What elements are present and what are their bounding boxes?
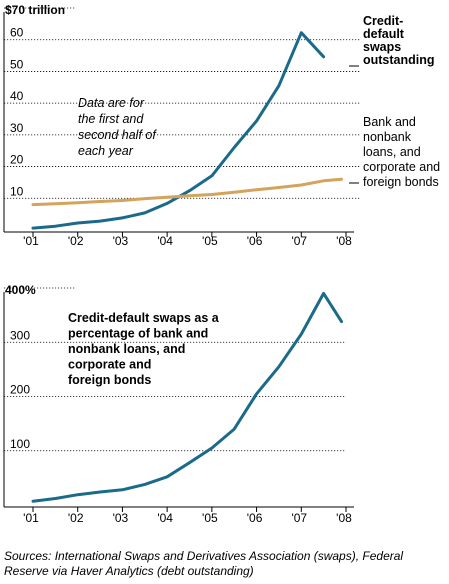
x-tick-label: '08 xyxy=(336,234,352,248)
debt-series-label: Bank and xyxy=(363,115,416,129)
x-tick-label: '07 xyxy=(291,234,307,248)
x-tick-label: '02 xyxy=(68,234,84,248)
debt-series-label: foreign bonds xyxy=(363,175,439,189)
x-tick-label: '04 xyxy=(157,234,173,248)
x-tick-label: '05 xyxy=(202,511,218,525)
cds-percentage-line xyxy=(31,291,343,503)
y-tick-label: 40 xyxy=(10,89,24,103)
chart-note: nonbank loans, and xyxy=(68,342,185,356)
chart-note: foreign bonds xyxy=(68,373,151,387)
debt-series-label: corporate and xyxy=(363,160,440,174)
cds-series-label: default xyxy=(363,27,405,41)
y-tick-label: 60 xyxy=(10,26,24,40)
y-tick-label: 100 xyxy=(10,437,30,451)
x-tick-label: '05 xyxy=(202,234,218,248)
y-tick-label: 20 xyxy=(10,153,24,167)
chart-note: corporate and xyxy=(68,358,151,372)
x-tick-label: '02 xyxy=(68,511,84,525)
debt-series-label: nonbank xyxy=(363,130,412,144)
chart-note: Data are for xyxy=(78,96,145,110)
cds-series-label: outstanding xyxy=(363,53,435,67)
x-tick-label: '04 xyxy=(157,511,173,525)
chart-note: second half of xyxy=(78,128,157,142)
chart-note: the first and xyxy=(78,112,144,126)
y-tick-label: 10 xyxy=(10,184,24,198)
x-tick-label: '03 xyxy=(113,234,129,248)
debt-line xyxy=(31,177,343,207)
chart-note: each year xyxy=(78,144,134,158)
x-tick-label: '06 xyxy=(247,511,263,525)
y-tick-label: 200 xyxy=(10,383,30,397)
cds-series-label: swaps xyxy=(363,40,401,54)
x-tick-label: '01 xyxy=(23,511,39,525)
debt-series-label: loans, and xyxy=(363,145,421,159)
chart-note: Credit-default swaps as a xyxy=(68,311,220,325)
y-unit-label: $70 trillion xyxy=(5,3,65,17)
x-tick-label: '06 xyxy=(247,234,263,248)
y-tick-label: 30 xyxy=(10,121,24,135)
source-note: Sources: International Swaps and Derivat… xyxy=(4,549,404,578)
x-tick-label: '08 xyxy=(336,511,352,525)
cds-series-label: Credit- xyxy=(363,14,403,28)
y-unit-label: 400% xyxy=(5,283,36,297)
y-tick-label: 300 xyxy=(10,328,30,342)
x-tick-label: '03 xyxy=(113,511,129,525)
cds-line xyxy=(31,31,326,230)
chart-note: percentage of bank and xyxy=(68,327,208,341)
x-tick-label: '07 xyxy=(291,511,307,525)
y-tick-label: 50 xyxy=(10,57,24,71)
x-tick-label: '01 xyxy=(23,234,39,248)
